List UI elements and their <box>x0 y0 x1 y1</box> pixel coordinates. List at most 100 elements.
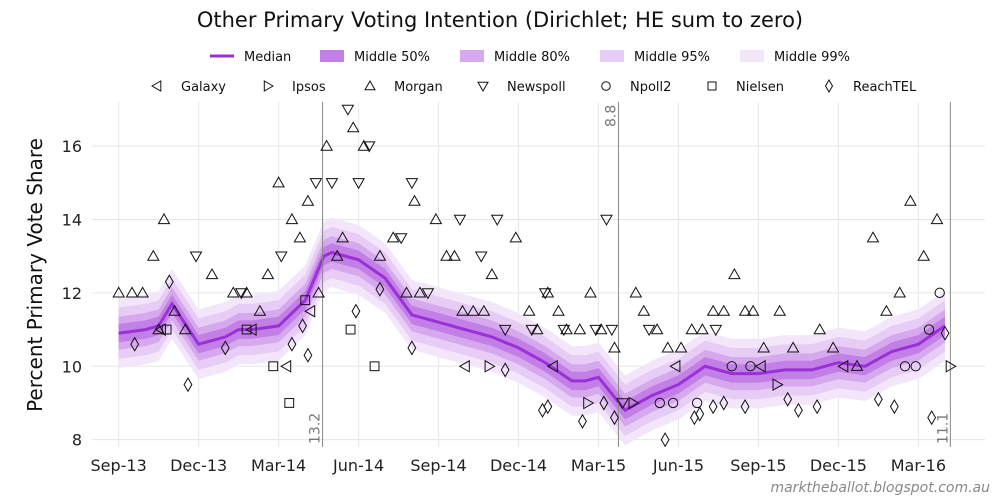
poll-point-morgan <box>485 267 499 280</box>
poll-point-morgan <box>773 304 787 316</box>
poll-point-galaxy <box>546 359 558 373</box>
poll-point-morgan <box>240 286 253 298</box>
poll-point-morgan <box>893 286 907 298</box>
legend-label: Middle 80% <box>494 50 570 65</box>
poll-point-nielsen <box>284 398 295 408</box>
legend-label: Morgan <box>394 80 443 95</box>
poll-point-morgan <box>413 286 427 298</box>
poll-point-galaxy <box>837 359 849 373</box>
poll-point-nielsen <box>345 324 356 335</box>
poll-point-newspoll <box>453 214 467 226</box>
poll-point-morgan <box>530 323 544 335</box>
legend-marker-newspoll <box>477 81 489 93</box>
poll-point-morgan <box>408 194 421 206</box>
poll-point-reachtel <box>543 399 553 415</box>
poll-point-reachtel <box>719 395 729 411</box>
poll-point-npoll2 <box>654 397 665 409</box>
poll-point-newspoll <box>538 288 552 300</box>
poll-point-reachtel <box>407 340 417 356</box>
poll-point-morgan <box>157 212 171 225</box>
poll-point-newspoll <box>498 324 512 337</box>
y-axis-label: Percent Primary Vote Share <box>23 138 47 412</box>
legend-swatch-band <box>460 50 484 62</box>
poll-point-morgan <box>448 249 461 261</box>
poll-point-morgan <box>261 267 275 280</box>
footer-credit: marktheballot.blogspot.com.au <box>770 480 990 496</box>
poll-point-reachtel <box>783 391 793 407</box>
poll-point-morgan <box>168 304 181 316</box>
poll-point-morgan <box>429 212 443 225</box>
poll-point-newspoll <box>709 324 723 337</box>
median-line <box>118 250 946 413</box>
poll-point-morgan <box>146 249 160 261</box>
poll-point-reachtel <box>940 325 950 341</box>
poll-point-reachtel <box>873 391 883 407</box>
poll-point-morgan <box>112 286 126 298</box>
poll-point-morgan <box>440 249 453 261</box>
poll-point-morgan <box>826 341 840 353</box>
poll-point-galaxy <box>754 359 766 373</box>
poll-point-morgan <box>466 304 480 316</box>
legend-label: Galaxy <box>181 80 226 95</box>
poll-point-morgan <box>594 323 608 335</box>
legend-bands: Median Middle 50% Middle 80% Middle 95% Midd… <box>210 50 850 65</box>
poll-point-morgan <box>650 323 664 335</box>
x-tick-label: Dec-14 <box>490 456 547 475</box>
poll-point-newspoll <box>325 178 339 190</box>
poll-point-morgan <box>850 359 864 371</box>
poll-point-newspoll <box>362 141 376 153</box>
x-tick-label: Dec-15 <box>810 456 867 475</box>
poll-point-newspoll <box>616 398 629 410</box>
legend-marker-nielsen <box>707 81 717 91</box>
poll-point-reachtel <box>298 318 307 334</box>
legend-label: Middle 95% <box>634 50 710 65</box>
legend-label: Nielsen <box>736 80 784 95</box>
legend-swatch-band <box>740 50 764 62</box>
poll-point-newspoll <box>405 178 419 190</box>
poll-point-morgan <box>301 194 315 206</box>
poll-point-morgan <box>552 304 565 316</box>
poll-point-newspoll <box>642 324 656 337</box>
poll-point-morgan <box>178 323 192 335</box>
poll-point-morgan <box>813 323 827 335</box>
poll-point-nielsen <box>241 324 252 335</box>
poll-point-ipsos <box>772 378 784 391</box>
poll-point-morgan <box>373 249 387 261</box>
x-tick-label: Sep-13 <box>91 456 147 475</box>
poll-point-reachtel <box>610 410 619 426</box>
poll-point-newspoll <box>589 324 603 337</box>
poll-point-npoll2 <box>667 397 679 409</box>
poll-point-morgan <box>346 121 360 133</box>
poll-point-galaxy <box>154 323 166 336</box>
poll-point-morgan <box>637 304 651 316</box>
poll-point-morgan <box>320 139 333 151</box>
x-tick-label: Dec-13 <box>170 456 227 475</box>
legend-swatch-band <box>320 50 344 62</box>
legend-label: Middle 99% <box>774 50 850 65</box>
poll-point-newspoll <box>309 178 323 190</box>
poll-point-galaxy <box>280 359 292 373</box>
poll-point-npoll2 <box>899 361 911 372</box>
legend-label: ReachTEL <box>853 80 917 95</box>
poll-point-morgan <box>728 267 741 280</box>
legend-label: Newspoll <box>507 80 566 95</box>
poll-point-newspoll <box>600 214 613 226</box>
poll-point-galaxy <box>458 359 470 373</box>
poll-point-nielsen <box>369 361 380 372</box>
poll-point-morgan <box>336 231 349 243</box>
x-tick-label: Mar-16 <box>891 456 946 475</box>
legend-label: Median <box>244 50 291 65</box>
poll-point-npoll2 <box>923 324 935 335</box>
poll-point-reachtel <box>578 413 587 429</box>
poll-point-npoll2 <box>745 361 756 372</box>
y-tick-label: 16 <box>62 137 82 156</box>
legend-label: Ipsos <box>292 80 326 95</box>
poll-point-morgan <box>386 231 400 243</box>
poll-point-newspoll <box>490 214 504 226</box>
chart-title: Other Primary Voting Intention (Dirichle… <box>197 8 803 32</box>
legend-marker-galaxy <box>150 80 162 92</box>
poll-point-newspoll <box>234 288 248 300</box>
poll-point-morgan <box>456 304 469 316</box>
poll-point-reachtel <box>660 432 670 448</box>
